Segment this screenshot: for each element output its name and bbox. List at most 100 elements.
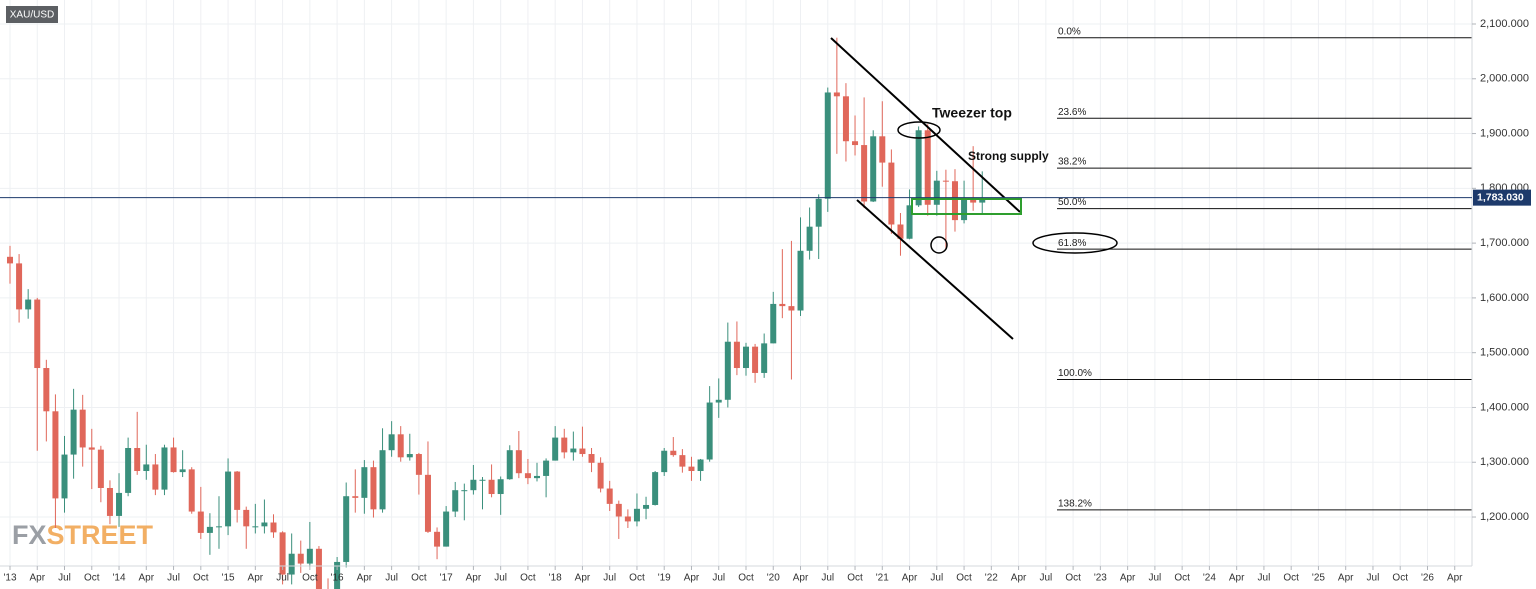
candle-body [70, 409, 77, 455]
candles [6, 37, 986, 589]
candle-body [406, 454, 413, 458]
x-tick-label: Jul [167, 573, 180, 584]
candle-body [797, 250, 804, 311]
x-tick-label: '18 [549, 573, 562, 584]
candle-body [206, 526, 213, 533]
fib-label: 50.0% [1058, 197, 1086, 208]
candle-body [679, 455, 686, 467]
ellipse [897, 121, 941, 139]
candle-body [706, 402, 713, 460]
x-tick-label: Jul [930, 573, 943, 584]
candle-body [197, 511, 204, 533]
y-tick-label: 1,600.000 [1480, 292, 1529, 304]
x-tick-label: '21 [876, 573, 889, 584]
x-tick-label: Apr [793, 573, 809, 584]
x-tick-label: Oct [629, 573, 645, 584]
candle-body [543, 460, 550, 476]
symbol-badge [6, 6, 58, 23]
y-tick-label: 2,000.000 [1480, 73, 1529, 85]
fib-levels: 0.0% 23.6% 38.2% 50.0% 61.8% 100.0% 138.2% [1057, 26, 1472, 511]
candle-body [288, 553, 295, 575]
x-tick-label: Apr [1447, 573, 1463, 584]
x-tick-label: '24 [1203, 573, 1216, 584]
fib-label: 23.6% [1058, 107, 1086, 118]
candle-body [252, 526, 259, 528]
x-tick-label: '22 [985, 573, 998, 584]
candle-body [215, 526, 222, 528]
annotation: Strong supply [968, 149, 1049, 163]
symbol-label: XAU/USD [10, 10, 54, 21]
x-tick-label: Jul [1039, 573, 1052, 584]
candle-body [833, 92, 840, 97]
candle-body [688, 466, 695, 472]
x-tick-label: '16 [331, 573, 344, 584]
candle-body [506, 450, 513, 480]
candle-body [661, 450, 668, 473]
candle-body [461, 490, 468, 492]
x-tick-label: Apr [684, 573, 700, 584]
candle-body [842, 96, 849, 142]
x-tick-label: '19 [658, 573, 671, 584]
candle-body [888, 162, 895, 225]
candle-body [52, 411, 59, 499]
fib-label: 61.8% [1058, 238, 1086, 249]
candle-body [134, 448, 141, 472]
y-tick-label: 2,100.000 [1480, 18, 1529, 30]
x-tick-label: Oct [956, 573, 972, 584]
candle-body [570, 448, 577, 453]
x-tick-label: Oct [738, 573, 754, 584]
candle-body [724, 341, 731, 400]
x-tick-label: Jul [1148, 573, 1161, 584]
candle-body [279, 532, 286, 575]
candle-body [361, 467, 368, 498]
ellipse [930, 236, 948, 254]
candle-body [388, 434, 395, 451]
candle-body [352, 496, 359, 498]
x-tick-label: Apr [575, 573, 591, 584]
x-tick-label: Apr [29, 573, 45, 584]
x-tick-label: Apr [248, 573, 264, 584]
candle-body [97, 449, 104, 488]
candle-body [188, 469, 195, 512]
candle-body [43, 368, 50, 412]
x-tick-label: Apr [466, 573, 482, 584]
candle-body [715, 399, 722, 403]
candle-body [870, 136, 877, 202]
candle-body [143, 464, 150, 472]
last-price-badge [1473, 189, 1531, 206]
candle-body [434, 531, 441, 547]
x-tick-label: Apr [1120, 573, 1136, 584]
candle-body [652, 472, 659, 505]
candle-body [697, 459, 704, 472]
candle-body [761, 343, 768, 373]
candle-body [733, 341, 740, 369]
candle-body [25, 299, 32, 310]
candle-body [770, 303, 777, 344]
x-tick-label: Oct [520, 573, 536, 584]
candle-body [225, 471, 232, 527]
candle-body [552, 437, 559, 461]
y-tick-label: 1,400.000 [1480, 401, 1529, 413]
candle-body [815, 198, 822, 227]
watermark: FXSTREET [12, 520, 154, 550]
axes: 1,200.000 1,300.000 1,400.000 1,500.000 1,60… [0, 18, 1531, 584]
candle-body [606, 488, 613, 504]
candle-body [879, 136, 886, 163]
x-tick-label: '13 [3, 573, 16, 584]
x-tick-label: '17 [440, 573, 453, 584]
candle-body [497, 479, 504, 495]
x-tick-label: Jul [821, 573, 834, 584]
y-tick-label: 1,500.000 [1480, 347, 1529, 359]
trendline [830, 37, 1021, 213]
candle-body [315, 548, 322, 589]
candle-body [379, 450, 386, 510]
candle-body [479, 479, 486, 481]
candle-body [261, 522, 268, 527]
candle-body [88, 447, 95, 450]
candle-body [742, 346, 749, 369]
drawings: Tweezer top Strong supply [830, 37, 1118, 340]
x-tick-label: Jul [712, 573, 725, 584]
candle-body [334, 561, 341, 589]
candle-body [615, 503, 622, 517]
